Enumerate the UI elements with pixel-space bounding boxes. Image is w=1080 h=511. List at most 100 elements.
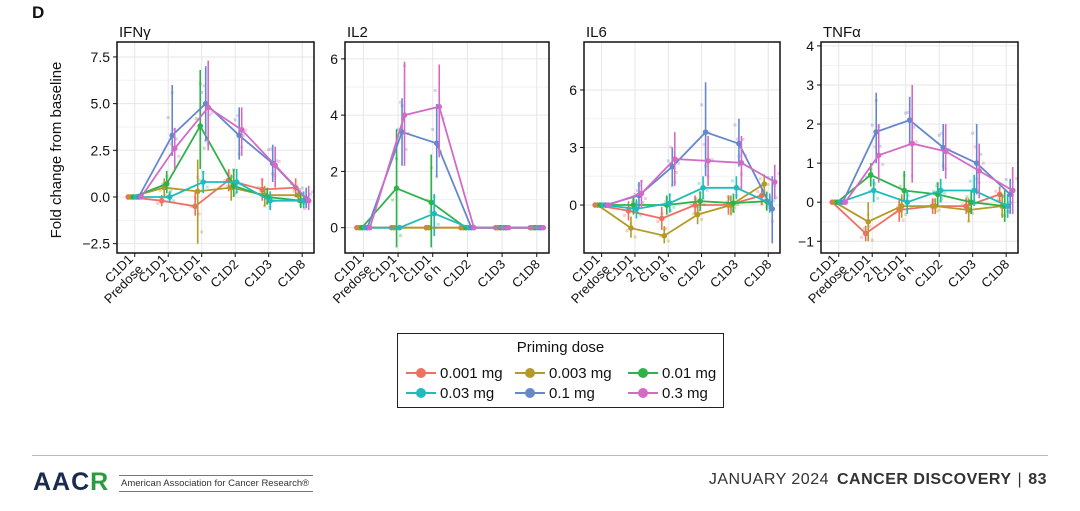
sample-point [172, 199, 176, 203]
series-line [844, 142, 1014, 203]
series-0-3-mg [605, 132, 781, 208]
mean-point [730, 200, 737, 206]
mean-point [540, 224, 547, 231]
sample-point [1002, 194, 1006, 198]
y-tick-label: 6 [569, 82, 577, 98]
sample-point [158, 189, 162, 193]
x-tick-label: C1D16 h [169, 252, 213, 296]
sample-point [741, 137, 745, 141]
sample-point [769, 196, 773, 200]
sample-point [870, 123, 874, 127]
mean-point [471, 224, 477, 231]
mean-point [906, 117, 913, 123]
mean-point [166, 194, 173, 200]
mean-point [842, 199, 849, 206]
mean-point [898, 203, 905, 209]
sample-point [973, 145, 977, 149]
mean-point [138, 194, 145, 200]
mean-point [628, 225, 634, 231]
sample-point [311, 190, 315, 194]
sample-point [396, 127, 400, 131]
sample-point [223, 179, 227, 183]
mean-point [267, 197, 273, 204]
sample-point [298, 188, 302, 192]
sample-point [174, 137, 178, 141]
y-tick-label: 7.5 [91, 49, 111, 65]
sample-point [904, 111, 908, 115]
sample-point [705, 188, 709, 192]
sample-point [702, 203, 706, 207]
legend-entry: 0.3 mg [628, 384, 708, 402]
sample-point [189, 205, 193, 209]
mean-point [661, 232, 668, 239]
x-tick-label-line: C1D2 [674, 257, 708, 291]
sample-point [772, 199, 776, 203]
legend-entry: 0.1 mg [515, 384, 595, 402]
sample-point [965, 195, 969, 199]
mean-point [436, 103, 443, 110]
legend-entry: 0.001 mg [406, 364, 503, 382]
sample-point [672, 205, 676, 209]
sample-point [275, 159, 279, 163]
legend-label: 0.1 mg [549, 384, 595, 402]
legend-title: Priming dose [516, 339, 605, 356]
series-line [136, 181, 304, 202]
sample-point [948, 148, 952, 152]
legend-label: 0.3 mg [662, 384, 708, 402]
x-tick-label-line: C1D3 [707, 257, 741, 291]
sample-point [761, 193, 765, 197]
y-tick-label: 1 [806, 155, 814, 171]
sample-point [202, 84, 206, 88]
x-tick-label: C1D3 [474, 257, 508, 291]
sample-point [658, 234, 662, 238]
series-line [140, 106, 310, 202]
mean-point [758, 192, 765, 199]
sample-point [700, 103, 704, 107]
mean-point [259, 186, 265, 193]
panel-title: IL2 [347, 24, 368, 41]
mean-point [909, 140, 916, 147]
sample-point [1007, 210, 1011, 214]
x-tick-label: C1D3 [241, 257, 275, 291]
sample-point [433, 89, 437, 93]
footer-separator: | [1017, 471, 1023, 488]
legend-swatch [515, 366, 545, 380]
y-tick-label: 0 [330, 220, 338, 236]
mean-point [666, 200, 673, 206]
mean-point [901, 187, 908, 194]
mean-point [942, 148, 949, 155]
sample-point [236, 114, 240, 118]
x-tick-label-line: C1D8 [274, 257, 308, 291]
mean-point [431, 210, 438, 217]
sample-point [627, 205, 631, 209]
sample-point [940, 197, 944, 201]
sample-point [971, 131, 975, 135]
sample-point [994, 189, 998, 193]
aacr-logo: AACR [33, 468, 109, 497]
y-tick-label: −2.5 [82, 236, 110, 252]
mean-point [875, 152, 882, 159]
sample-point [906, 110, 910, 114]
series-line [841, 119, 1011, 203]
sample-point [898, 184, 902, 188]
sample-point [692, 212, 696, 216]
sample-point [669, 145, 673, 149]
sample-point [166, 116, 170, 120]
y-tick-label: −1 [798, 233, 814, 249]
x-tick-label: C1D8 [740, 257, 774, 291]
sample-point [233, 192, 237, 196]
sample-point [878, 144, 882, 148]
sample-point [738, 186, 742, 190]
mean-point [705, 158, 711, 164]
mean-point [158, 197, 165, 204]
series-0-3-mg [367, 61, 547, 231]
x-tick-label: C1D8 [978, 257, 1012, 291]
sample-point [633, 235, 637, 239]
sample-point [727, 197, 731, 201]
mean-point [771, 179, 778, 185]
x-tick-label: C1D16 h [873, 252, 917, 296]
sample-point [766, 183, 770, 187]
legend-label: 0.01 mg [662, 364, 717, 382]
